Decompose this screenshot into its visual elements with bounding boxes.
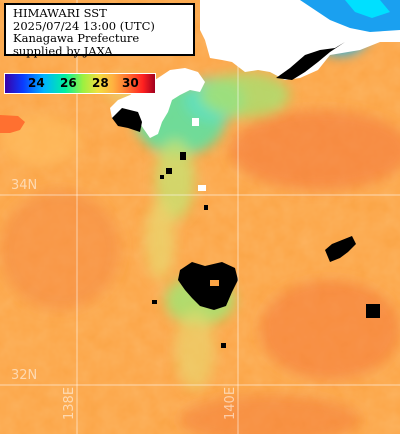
- title-box: HIMAWARI SST 2025/07/24 13:00 (UTC) Kana…: [4, 3, 195, 58]
- title-line-1: HIMAWARI SST: [13, 6, 107, 20]
- cloud-mask: [112, 42, 380, 348]
- scale-tick-28: 28: [92, 76, 109, 90]
- title-line-4: supplied by JAXA: [13, 43, 113, 58]
- lon-label-140e: 140E: [223, 386, 238, 420]
- color-scale-bar: 24 26 28 30: [4, 73, 156, 94]
- lat-label-34n: 34N: [11, 178, 38, 193]
- lon-label-138e: 138E: [62, 386, 77, 420]
- scale-tick-26: 26: [60, 76, 77, 90]
- warm-patches: [0, 110, 400, 434]
- scale-tick-30: 30: [122, 76, 139, 90]
- lat-label-32n: 32N: [11, 368, 38, 383]
- bay-water: [300, 0, 400, 32]
- cloud-holes: [192, 118, 219, 286]
- scale-tick-24: 24: [28, 76, 45, 90]
- title-line-3: Kanagawa Prefecture: [13, 31, 140, 45]
- title-line-2: 2025/07/24 13:00 (UTC): [13, 18, 155, 33]
